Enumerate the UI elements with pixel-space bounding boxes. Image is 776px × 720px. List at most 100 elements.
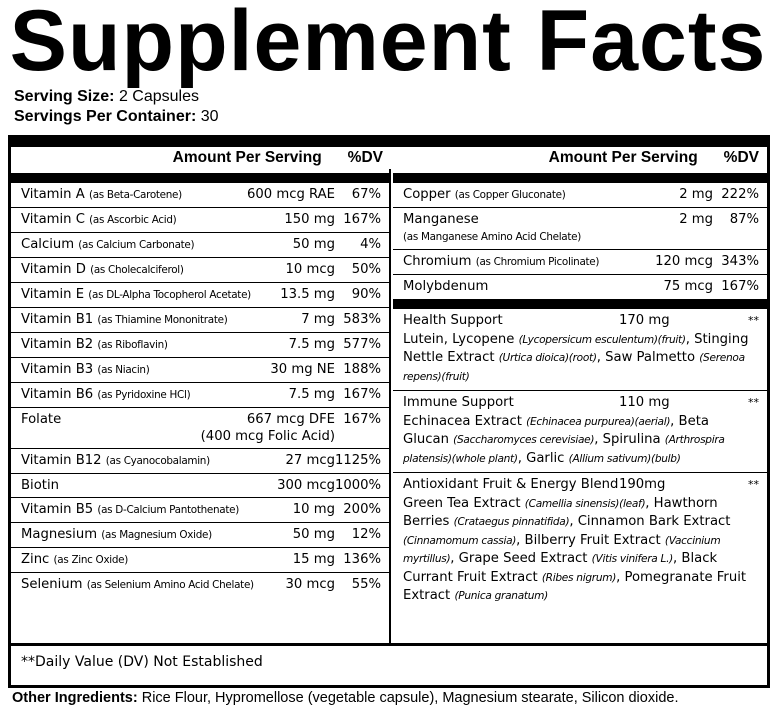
nutrient-label: Selenium — [21, 577, 83, 592]
divider-bar — [393, 299, 767, 309]
nutrient-label: Magnesium — [21, 527, 98, 542]
nutrient-row: Vitamin B2 (as Riboflavin) 7.5 mg 577% — [11, 333, 389, 358]
nutrient-source: (as Pyridoxine HCl) — [97, 389, 191, 401]
amount-value: 150 mg — [284, 212, 335, 227]
nutrient-dv: 136% — [343, 552, 381, 567]
left-column: Amount Per Serving %DV Vitamin A (as Beta… — [11, 147, 391, 643]
nutrient-row: Vitamin C (as Ascorbic Acid) 150 mg 167% — [11, 208, 389, 233]
blend-name: Antioxidant Fruit & Energy Blend — [403, 477, 619, 492]
nutrient-name: Selenium (as Selenium Amino Acid Chelate… — [21, 576, 286, 594]
nutrient-dv: 167% — [343, 412, 381, 427]
ingredient-latin-name: (Vaccinium myrtillus) — [403, 534, 721, 566]
ingredient-name: , Saw Palmetto — [596, 350, 700, 365]
dv-header: %DV — [347, 149, 383, 166]
nutrient-source: (as Niacin) — [97, 364, 150, 376]
amount-value: 300 mcg — [277, 478, 335, 493]
nutrient-amount: 300 mcg — [277, 477, 335, 494]
nutrient-source: (as Thiamine Mononitrate) — [97, 314, 228, 326]
blend-section: Immune Support 110 mg ** Echinacea Extract … — [393, 391, 767, 473]
blend-ingredients: Echinacea Extract (Echinacea purpurea)(a… — [403, 413, 759, 469]
ingredient-latin-name: (Serenoa repens)(fruit) — [403, 352, 745, 383]
nutrient-name: Vitamin B5 (as D-Calcium Pantothenate) — [21, 501, 293, 519]
amount-value: 667 mcg DFE — [246, 412, 335, 427]
nutrient-source: (as Magnesium Oxide) — [101, 529, 212, 541]
ingredient-latin-name: (Crataegus pinnatifida) — [453, 516, 570, 528]
left-header: Amount Per Serving %DV — [11, 147, 391, 169]
amount-value: 30 mcg — [285, 577, 335, 592]
ingredient-name: Lutein, Lycopene — [403, 331, 519, 347]
ingredient-name: Echinacea Extract — [403, 413, 527, 429]
ingredient-name: Green Tea Extract — [403, 495, 525, 511]
other-ingredients-text: Rice Flour, Hypromellose (vegetable caps… — [141, 690, 679, 706]
nutrient-label: Folate — [21, 412, 62, 427]
ingredient-name: , Pomegranate Fruit Extract — [403, 569, 747, 604]
page-title: Supplement Facts — [9, 0, 767, 89]
nutrient-amount: 150 mg — [284, 211, 335, 228]
blend-dv: ** — [748, 396, 759, 409]
nutrient-source: (as D-Calcium Pantothenate) — [97, 504, 239, 516]
nutrient-name: Vitamin B6 (as Pyridoxine HCl) — [21, 386, 289, 404]
nutrient-name: Magnesium (as Magnesium Oxide) — [21, 526, 293, 544]
amount-header: Amount Per Serving — [172, 149, 322, 166]
nutrient-label: Manganese — [403, 212, 479, 227]
serving-size: Serving Size: 2 Capsules — [14, 88, 199, 106]
nutrient-dv: 90% — [351, 287, 381, 302]
nutrient-source: (as DL-Alpha Tocopherol Acetate) — [88, 289, 251, 301]
other-ingredients: Other Ingredients: Rice Flour, Hypromell… — [12, 690, 678, 706]
nutrient-row: Vitamin D (as Cholecalciferol) 10 mcg 50% — [11, 258, 389, 283]
nutrient-source: (as Selenium Amino Acid Chelate) — [86, 579, 254, 591]
amount-value: 50 mg — [292, 527, 335, 542]
blend-amount: 170 mg — [619, 313, 670, 328]
other-ingredients-label: Other Ingredients: — [12, 690, 138, 706]
nutrient-row: Copper (as Copper Gluconate) 2 mg 222% — [393, 183, 767, 208]
nutrient-name: Vitamin C (as Ascorbic Acid) — [21, 211, 284, 229]
nutrient-amount: 30 mcg — [286, 576, 335, 593]
amount-note: (400 mcg Folic Acid) — [200, 429, 335, 444]
nutrient-row: Magnesium (as Magnesium Oxide) 50 mg 12% — [11, 523, 389, 548]
amount-value: 7 mg — [301, 312, 335, 327]
nutrient-dv: 577% — [343, 337, 381, 352]
nutrient-dv: 167% — [343, 212, 381, 227]
nutrient-label: Vitamin B12 — [21, 453, 102, 468]
dv-header: %DV — [723, 149, 759, 166]
nutrient-row: Manganese (as Manganese Amino Acid Chelat… — [393, 208, 767, 250]
nutrient-source: (as Ascorbic Acid) — [89, 214, 177, 226]
nutrient-amount: 7.5 mg — [289, 386, 335, 403]
nutrient-source: (as Cholecalciferol) — [90, 264, 184, 276]
nutrient-label: Biotin — [21, 478, 59, 493]
blend-amount: 190mg — [619, 477, 666, 492]
nutrient-name: Calcium (as Calcium Carbonate) — [21, 236, 293, 254]
ingredient-latin-name: (Saccharomyces cerevisiae) — [453, 434, 595, 446]
nutrient-source: (as Riboflavin) — [97, 339, 168, 351]
nutrient-label: Vitamin C — [21, 212, 85, 227]
amount-value: 600 mcg RAE — [246, 187, 335, 202]
nutrient-label: Vitamin A — [21, 187, 85, 202]
nutrient-row: Folate 667 mcg DFE (400 mcg Folic Acid) 167… — [11, 408, 389, 449]
ingredient-latin-name: (Echinacea purpurea)(aerial) — [526, 415, 671, 428]
blend-ingredients: Green Tea Extract (Camellia sinensis)(le… — [403, 495, 759, 606]
amount-value: 10 mcg — [285, 262, 335, 277]
nutrient-row: Vitamin B6 (as Pyridoxine HCl) 7.5 mg 167% — [11, 383, 389, 408]
nutrient-amount: 7 mg — [301, 311, 335, 328]
amount-value: 75 mcg — [663, 279, 713, 294]
nutrient-label: Zinc — [21, 552, 50, 567]
nutrient-dv: 167% — [721, 279, 759, 294]
nutrient-source: (as Calcium Carbonate) — [78, 239, 195, 251]
amount-value: 2 mg — [679, 187, 713, 202]
amount-value: 15 mg — [292, 552, 335, 567]
blend-name: Health Support — [403, 313, 503, 328]
amount-value: 120 mcg — [655, 254, 713, 269]
amount-value: 27 mcg — [285, 453, 335, 468]
amount-header: Amount Per Serving — [548, 149, 698, 166]
nutrient-row: Calcium (as Calcium Carbonate) 50 mg 4% — [11, 233, 389, 258]
nutrient-source: (as Chromium Picolinate) — [475, 256, 600, 268]
nutrient-amount: 2 mg — [679, 186, 713, 203]
nutrient-amount: 50 mg — [293, 526, 335, 543]
nutrient-amount: 120 mcg — [655, 253, 713, 270]
nutrient-amount: 13.5 mg — [280, 286, 335, 303]
nutrient-row: Vitamin B12 (as Cyanocobalamin) 27 mcg 112… — [11, 449, 389, 474]
ingredient-latin-name: (Arthrospira platensis)(whole plant) — [403, 434, 725, 465]
ingredient-latin-name: (Lycopersicum esculentum)(fruit) — [518, 333, 686, 346]
amount-value: 7.5 mg — [288, 337, 335, 352]
nutrient-name: Vitamin B3 (as Niacin) — [21, 361, 270, 379]
